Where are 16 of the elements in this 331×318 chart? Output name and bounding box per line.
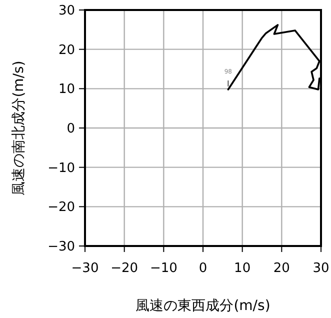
y-tick-label: −20 [48, 200, 75, 216]
x-tick-label: −10 [150, 261, 178, 276]
y-tick-label: 0 [66, 122, 75, 137]
y-tick-label: 20 [58, 42, 75, 58]
x-tick-label: 10 [234, 261, 251, 276]
x-axis-title: 風速の東西成分(m/s) [136, 298, 270, 314]
y-tick-label: 10 [58, 82, 75, 98]
x-tick-label: 20 [273, 261, 290, 276]
x-tick-label: 0 [198, 261, 208, 276]
y-tick-label: 30 [58, 4, 75, 19]
x-tick-label: −20 [110, 261, 138, 276]
y-tick-label: −30 [48, 240, 75, 255]
y-tick-label: −10 [48, 160, 75, 176]
x-tick-label: −30 [71, 261, 99, 276]
x-tick-label: 30 [312, 261, 330, 276]
y-axis-title: 風速の南北成分(m/s) [10, 60, 27, 196]
